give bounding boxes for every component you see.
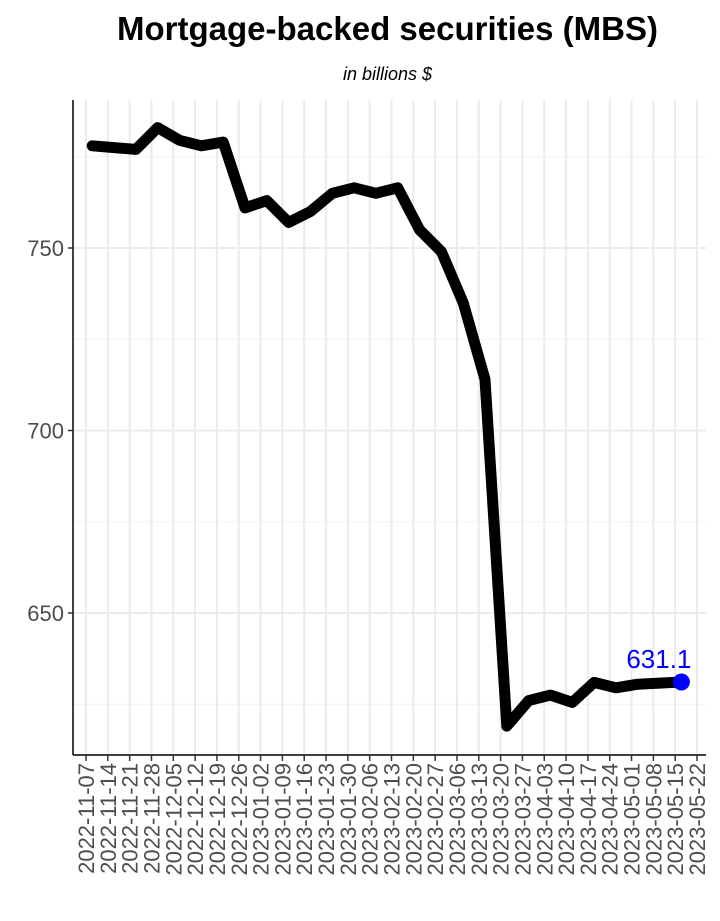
x-tick-label: 2022-12-05 <box>161 763 186 876</box>
chart-subtitle: in billions $ <box>342 64 433 84</box>
x-tick-label: 2023-03-20 <box>489 763 514 876</box>
series-line <box>86 122 687 732</box>
x-tick-label: 2022-12-19 <box>205 763 230 876</box>
x-tick-label: 2023-01-30 <box>336 763 361 876</box>
x-tick-label: 2022-11-28 <box>140 763 165 874</box>
x-tick-label: 2023-04-10 <box>554 763 579 876</box>
x-tick-label: 2023-01-09 <box>270 763 295 876</box>
grid-lines <box>73 100 706 755</box>
y-axis-ticks: 650 700 750 <box>27 236 73 626</box>
x-tick-label: 2023-02-13 <box>380 763 405 876</box>
y-tick-label: 700 <box>27 419 64 444</box>
x-tick-label: 2023-05-01 <box>620 763 645 876</box>
y-tick-label: 750 <box>27 236 64 261</box>
x-tick-label: 2022-11-21 <box>118 763 143 874</box>
x-tick-label: 2022-12-12 <box>183 763 208 876</box>
x-tick-label: 2023-02-20 <box>401 763 426 876</box>
series-layer: 631.1 <box>86 122 691 732</box>
x-tick-label: 2023-02-06 <box>358 763 383 876</box>
x-tick-label: 2022-12-26 <box>227 763 252 876</box>
x-tick-label: 2023-05-08 <box>641 763 666 876</box>
x-tick-label: 2023-04-03 <box>532 763 557 876</box>
x-tick-label: 2023-04-24 <box>598 763 623 876</box>
x-tick-label: 2023-01-23 <box>314 763 339 876</box>
x-axis-ticks: 2022-11-072022-11-142022-11-212022-11-28… <box>74 755 710 876</box>
x-tick-label: 2022-11-07 <box>74 763 99 874</box>
y-tick-label: 650 <box>27 601 64 626</box>
x-tick-label: 2023-03-06 <box>445 763 470 876</box>
x-tick-label: 2023-05-22 <box>685 763 710 876</box>
x-tick-label: 2023-05-15 <box>663 763 688 876</box>
x-tick-label: 2022-11-14 <box>96 763 121 874</box>
x-tick-label: 2023-02-27 <box>423 763 448 876</box>
last-point-marker <box>672 673 690 691</box>
x-tick-label: 2023-04-17 <box>576 763 601 876</box>
axes <box>72 100 706 756</box>
x-tick-label: 2023-01-02 <box>249 763 274 876</box>
x-tick-label: 2023-03-13 <box>467 763 492 876</box>
x-tick-label: 2023-01-16 <box>292 763 317 876</box>
x-tick-label: 2023-03-27 <box>510 763 535 876</box>
chart-title: Mortgage-backed securities (MBS) <box>117 10 658 47</box>
last-point-label: 631.1 <box>626 644 691 674</box>
